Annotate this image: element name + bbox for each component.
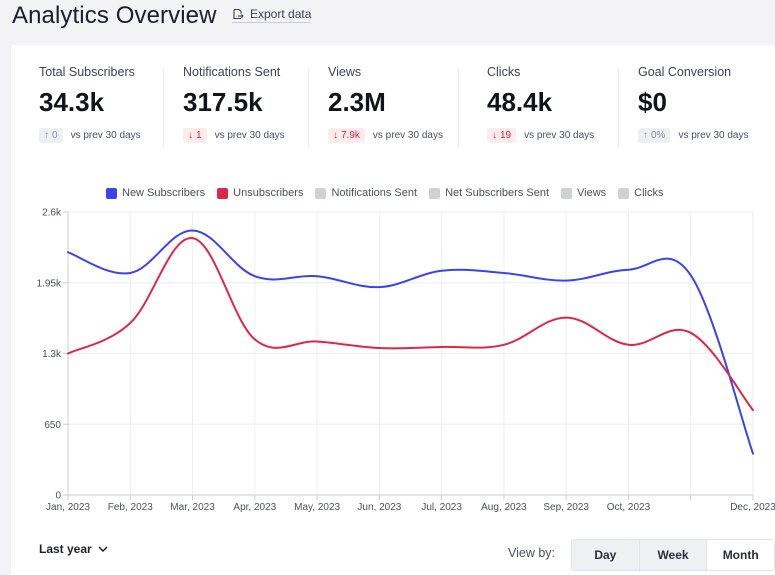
divider (163, 69, 164, 147)
delta-badge: ↓ 1 (183, 128, 207, 143)
x-tick-label: Sep, 2023 (543, 502, 589, 513)
x-tick-label: Jun, 2023 (357, 502, 401, 513)
range-label: Last year (39, 542, 92, 556)
delta-badge: ↓ 7.9k (328, 128, 365, 143)
delta-badge: ↓ 19 (487, 128, 517, 143)
legend-swatch (561, 187, 572, 199)
date-range-dropdown[interactable]: Last year (39, 542, 108, 556)
x-tick-label: Jan, 2023 (46, 502, 90, 513)
arrow-down-icon: ↓ (492, 130, 497, 141)
stat-views: Views 2.3M ↓ 7.9k vs prev 30 days (328, 65, 443, 165)
x-tick-label: Oct, 2023 (607, 502, 651, 513)
arrow-up-icon: ↑ (44, 130, 49, 141)
legend-unsubscribers[interactable]: Unsubscribers (217, 187, 303, 199)
x-tick-label: Feb, 2023 (108, 502, 153, 513)
x-tick-label: Mar, 2023 (170, 502, 215, 513)
stat-label: Views (328, 65, 362, 79)
view-by-toggle: Day Week Month (571, 539, 775, 571)
export-icon (233, 8, 244, 20)
x-tick-label: Apr, 2023 (233, 502, 276, 513)
legend-swatch (106, 187, 117, 199)
delta-badge: ↑ 0 (39, 128, 63, 143)
y-tick-label: 2.6k (42, 208, 62, 219)
stat-label: Clicks (487, 65, 521, 79)
series-line-unsubscribers (67, 237, 754, 412)
export-label: Export data (250, 7, 312, 21)
chart-legend: New Subscribers Unsubscribers Notificati… (106, 187, 664, 199)
compare-text: vs prev 30 days (214, 130, 285, 141)
y-tick-label: 0 (55, 491, 61, 502)
compare-text: vs prev 30 days (524, 130, 595, 141)
legend-notifications-sent[interactable]: Notifications Sent (315, 187, 417, 199)
stat-value: 34.3k (39, 87, 105, 117)
view-week-button[interactable]: Week (639, 540, 708, 570)
legend-swatch (315, 187, 327, 199)
x-tick-label: Aug, 2023 (481, 502, 527, 513)
arrow-down-icon: ↓ (188, 130, 193, 141)
view-by-label: View by: (508, 546, 556, 560)
analytics-card: Total Subscribers 34.3k ↑ 0 vs prev 30 day… (11, 45, 775, 575)
stat-label: Notifications Sent (183, 65, 281, 79)
view-day-button[interactable]: Day (572, 540, 640, 570)
legend-views[interactable]: Views (561, 187, 606, 199)
stat-value: 317.5k (183, 87, 263, 117)
arrow-up-icon: ↑ (643, 130, 648, 141)
stat-notifications-sent: Notifications Sent 317.5k ↓ 1 vs prev 30 d… (183, 65, 285, 165)
legend-clicks[interactable]: Clicks (618, 187, 664, 199)
stat-label: Goal Conversion (638, 65, 732, 79)
stat-goal-conversion: Goal Conversion $0 ↑ 0% vs prev 30 days (638, 65, 749, 165)
stat-value: 2.3M (328, 87, 386, 117)
divider (308, 69, 309, 147)
stat-total-subscribers: Total Subscribers 34.3k ↑ 0 vs prev 30 day… (39, 65, 141, 165)
legend-net-subscribers-sent[interactable]: Net Subscribers Sent (429, 187, 549, 199)
y-tick-label: 1.95k (37, 278, 62, 289)
compare-text: vs prev 30 days (678, 130, 749, 141)
x-tick-label: May, 2023 (294, 502, 340, 513)
legend-new-subscribers[interactable]: New Subscribers (106, 187, 205, 199)
delta-badge: ↑ 0% (638, 128, 671, 143)
chevron-down-icon (98, 545, 108, 552)
stat-clicks: Clicks 48.4k ↓ 19 vs prev 30 days (487, 65, 594, 165)
compare-text: vs prev 30 days (372, 130, 443, 141)
export-data-button[interactable]: Export data (232, 7, 312, 23)
y-tick-label: 650 (44, 420, 61, 431)
page-title: Analytics Overview (12, 2, 217, 29)
divider (618, 69, 619, 147)
line-chart: 0 650 1.3k 1.95k 2.6k Jan, 2023 Feb, 2023 Mar, … (37, 208, 775, 514)
legend-swatch (217, 187, 229, 199)
x-tick-label: Jul, 2023 (421, 502, 462, 513)
stat-value: $0 (638, 87, 667, 117)
y-tick-label: 1.3k (42, 349, 62, 360)
series-line-new-subscribers (67, 229, 754, 455)
arrow-down-icon: ↓ (333, 130, 338, 141)
stat-label: Total Subscribers (39, 65, 135, 79)
stat-value: 48.4k (487, 87, 553, 117)
legend-swatch (429, 187, 441, 199)
view-month-button[interactable]: Month (707, 540, 774, 570)
legend-swatch (618, 187, 630, 199)
divider (458, 69, 459, 147)
x-tick-label: Dec, 2023 (730, 502, 775, 513)
stats-row: Total Subscribers 34.3k ↑ 0 vs prev 30 day… (11, 65, 775, 165)
compare-text: vs prev 30 days (70, 130, 141, 141)
